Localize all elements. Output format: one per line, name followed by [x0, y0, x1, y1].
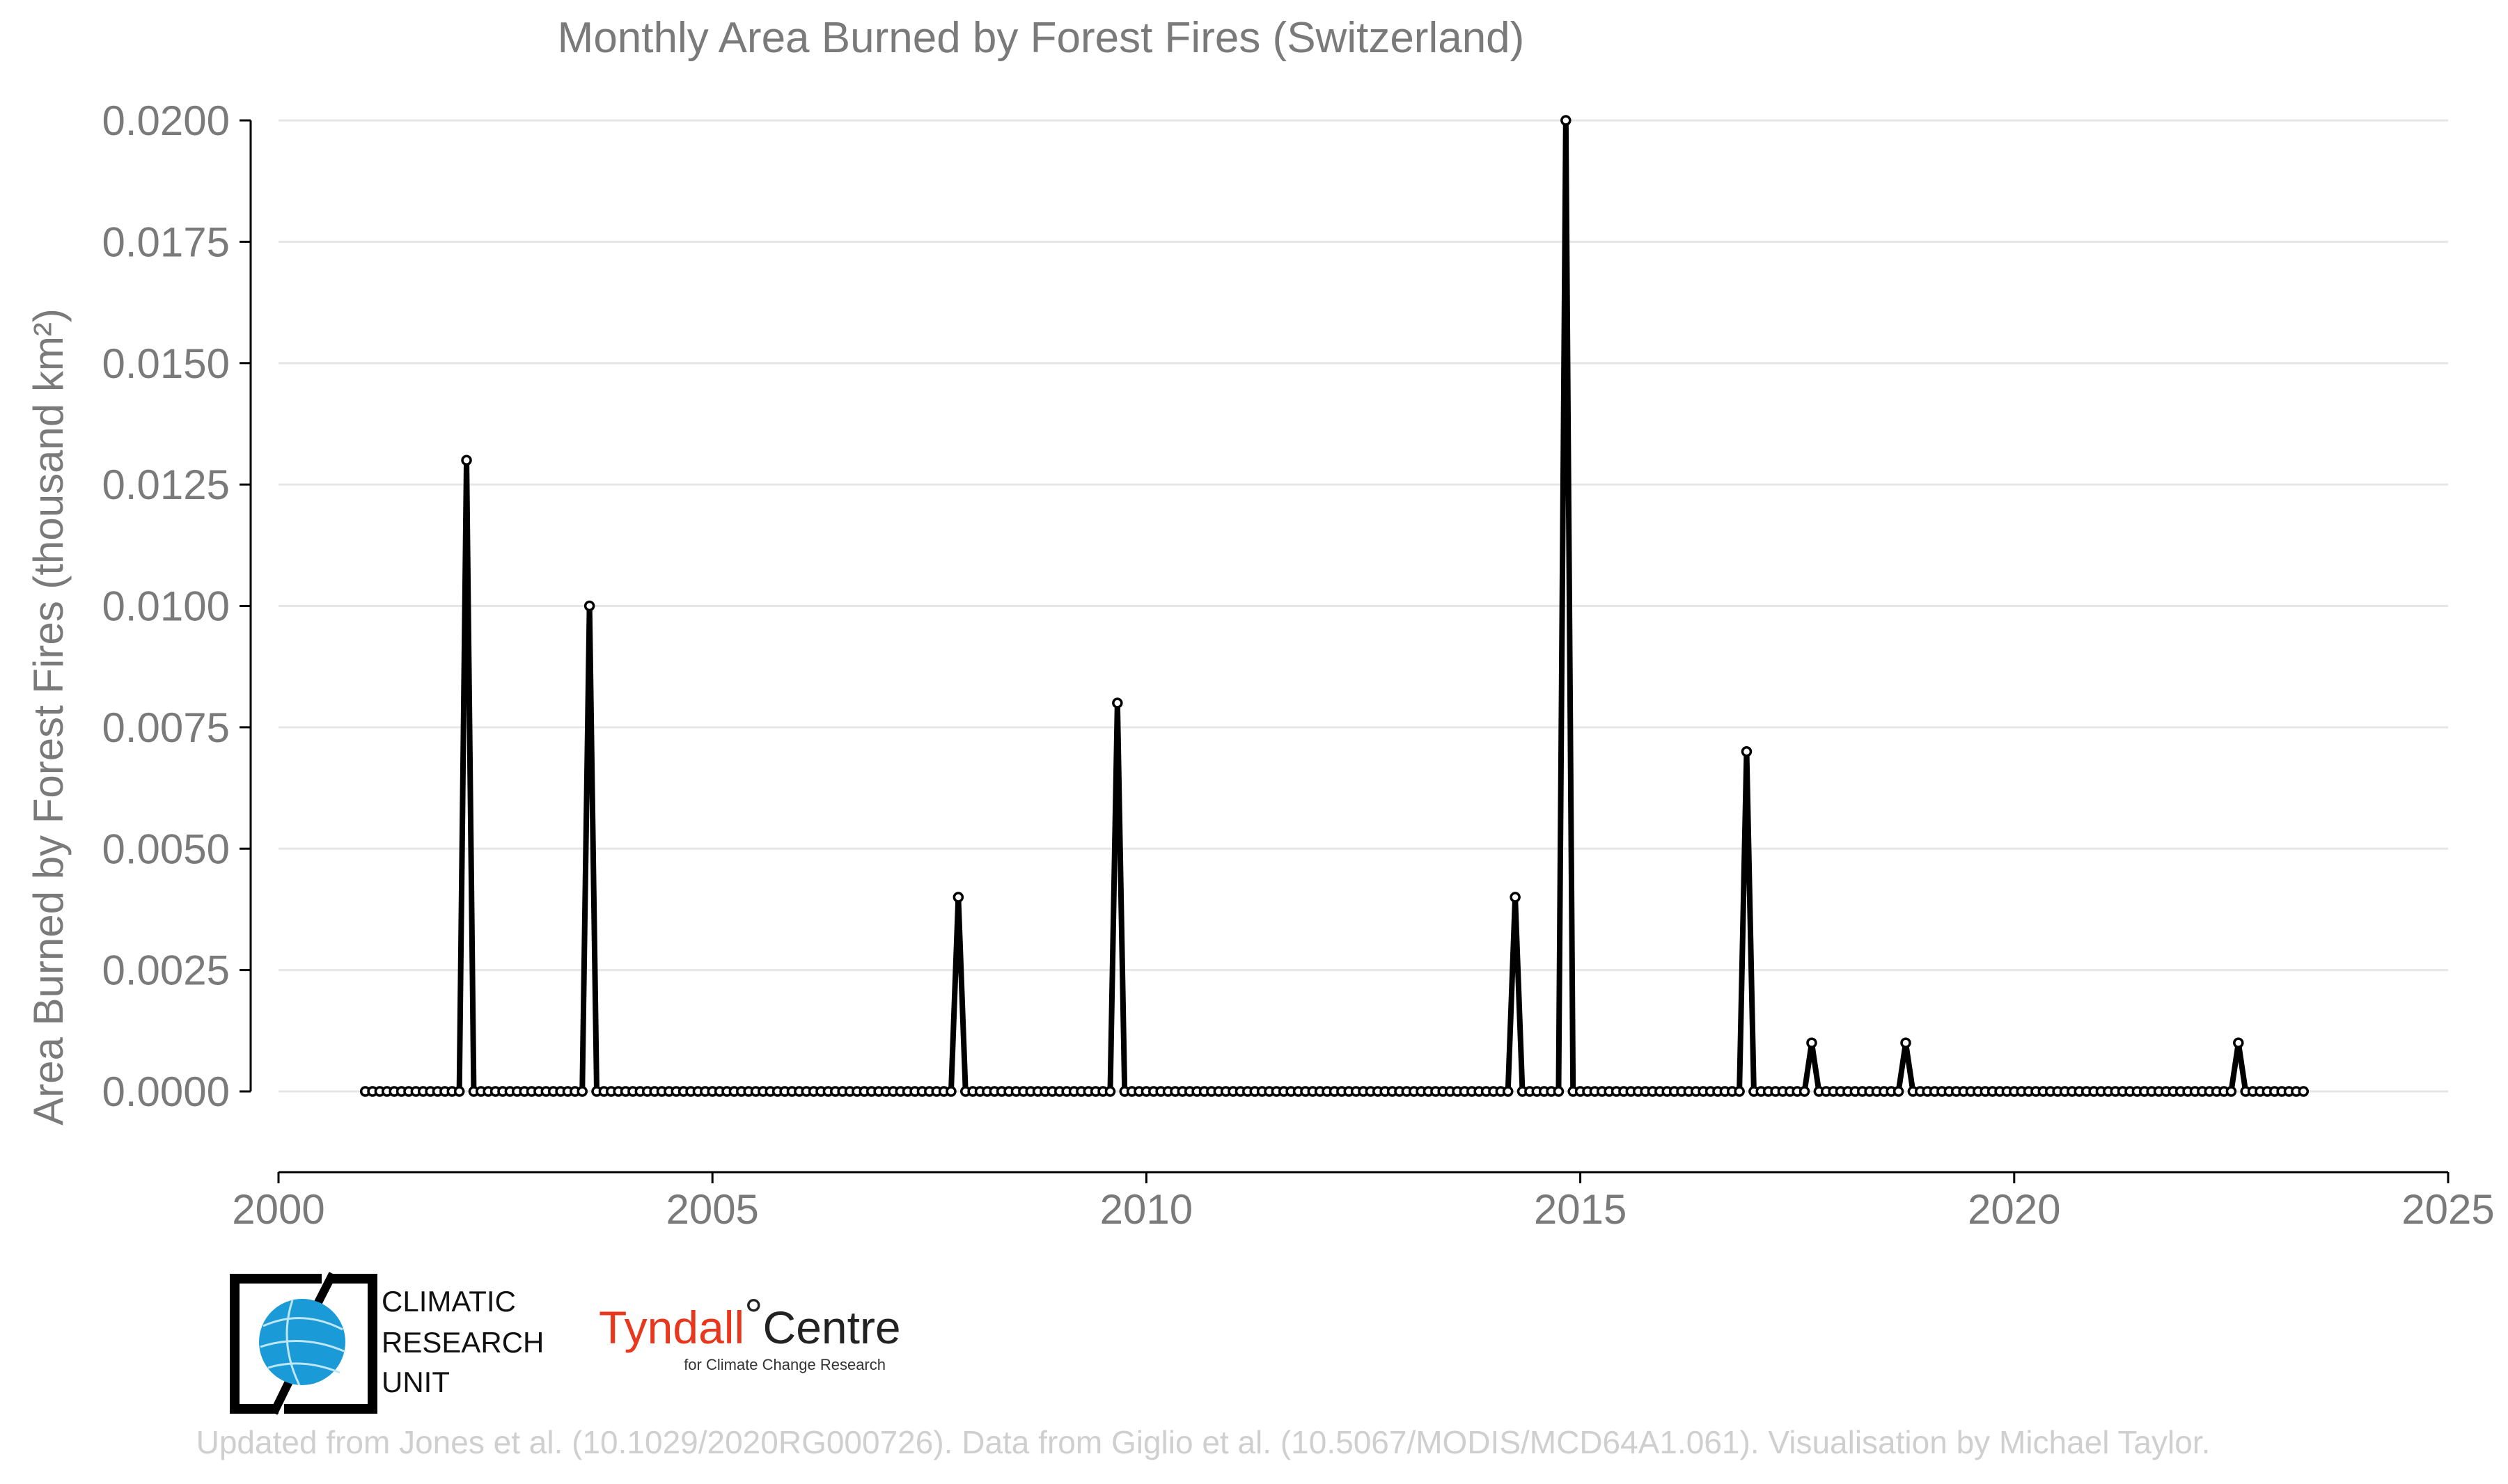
y-tick-label-5: 0.0125	[102, 461, 230, 508]
x-tick-label-0: 2000	[232, 1186, 324, 1233]
data-point-2017-09	[1806, 1037, 1817, 1048]
y-tick-label-6: 0.0150	[102, 340, 230, 387]
cru-bracket-left	[230, 1274, 322, 1414]
y-tick-label-1: 0.0025	[102, 947, 230, 994]
y-tick-label-7: 0.0175	[102, 219, 230, 265]
cru-text-line1: CLIMATIC	[382, 1285, 516, 1318]
data-point-2016-12	[1741, 746, 1753, 757]
y-tick-label-8: 0.0200	[102, 97, 230, 144]
data-point-2002-02	[453, 1086, 465, 1097]
x-tick-label-3: 2015	[1534, 1186, 1627, 1233]
tyndall-name: Tyndall	[599, 1302, 744, 1353]
data-point-2007-11	[953, 892, 964, 903]
y-tick-label-0: 0.0000	[102, 1068, 230, 1115]
data-point-2014-11	[1560, 115, 1572, 126]
data-point-2022-08	[2233, 1037, 2244, 1048]
chart-title: Monthly Area Burned by Forest Fires (Swi…	[558, 14, 1525, 62]
data-point-2002-03	[461, 455, 472, 466]
data-point-2018-09	[1892, 1086, 1904, 1097]
cru-bracket-right	[284, 1274, 377, 1414]
x-tick-label-4: 2020	[1968, 1186, 2060, 1233]
y-axis-label: Area Burned by Forest Fires (thousand km…	[25, 308, 72, 1126]
x-tick-label-2: 2010	[1100, 1186, 1193, 1233]
grid-lines	[279, 119, 2448, 1093]
tyndall-subtitle: for Climate Change Research	[684, 1356, 886, 1373]
data-point-2003-07	[577, 1086, 588, 1097]
data-point-2009-08	[1104, 1086, 1116, 1097]
y-tick-label-3: 0.0075	[102, 704, 230, 751]
data-point-2003-08	[583, 600, 595, 612]
data-point-2014-04	[1510, 892, 1521, 903]
tyndall-logo: Tyndall°Centre for Climate Change Resear…	[599, 1289, 901, 1373]
tyndall-centre: Centre	[763, 1302, 901, 1353]
y-tick-label-4: 0.0100	[102, 583, 230, 630]
data-point-2014-10	[1553, 1086, 1565, 1097]
tyndall-wordmark: Tyndall°Centre	[599, 1289, 901, 1353]
x-tick-label-1: 2005	[666, 1186, 758, 1233]
cru-text-line2: RESEARCH	[382, 1326, 544, 1359]
data-point-2017-08	[1798, 1086, 1810, 1097]
credit-line: Updated from Jones et al. (10.1029/2020R…	[196, 1424, 2211, 1460]
x-tick-label-5: 2025	[2401, 1186, 2494, 1233]
cru-text-line3: UNIT	[382, 1366, 450, 1398]
cru-logo: CLIMATIC RESEARCH UNIT	[230, 1272, 544, 1415]
data-point-2009-09	[1112, 697, 1123, 709]
data-point-2014-03	[1502, 1086, 1514, 1097]
data-point-2016-11	[1734, 1086, 1745, 1097]
x-tick-labels: 2000 2005 2010 2015 2020 2025	[232, 1172, 2495, 1233]
data-point-2018-10	[1900, 1037, 1911, 1048]
data-point-2007-10	[946, 1086, 957, 1097]
y-tick-labels: 0.0000 0.0025 0.0050 0.0075 0.0100 0.0125 0.01…	[102, 97, 251, 1115]
series-markers	[359, 115, 2310, 1097]
tyndall-degree: °	[744, 1289, 762, 1341]
y-tick-label-2: 0.0050	[102, 826, 230, 872]
cru-bracket-slash	[269, 1272, 337, 1415]
data-point-2022-07	[2225, 1086, 2237, 1097]
data-point-2023-05	[2298, 1086, 2310, 1097]
globe-lines-icon	[260, 1300, 346, 1386]
